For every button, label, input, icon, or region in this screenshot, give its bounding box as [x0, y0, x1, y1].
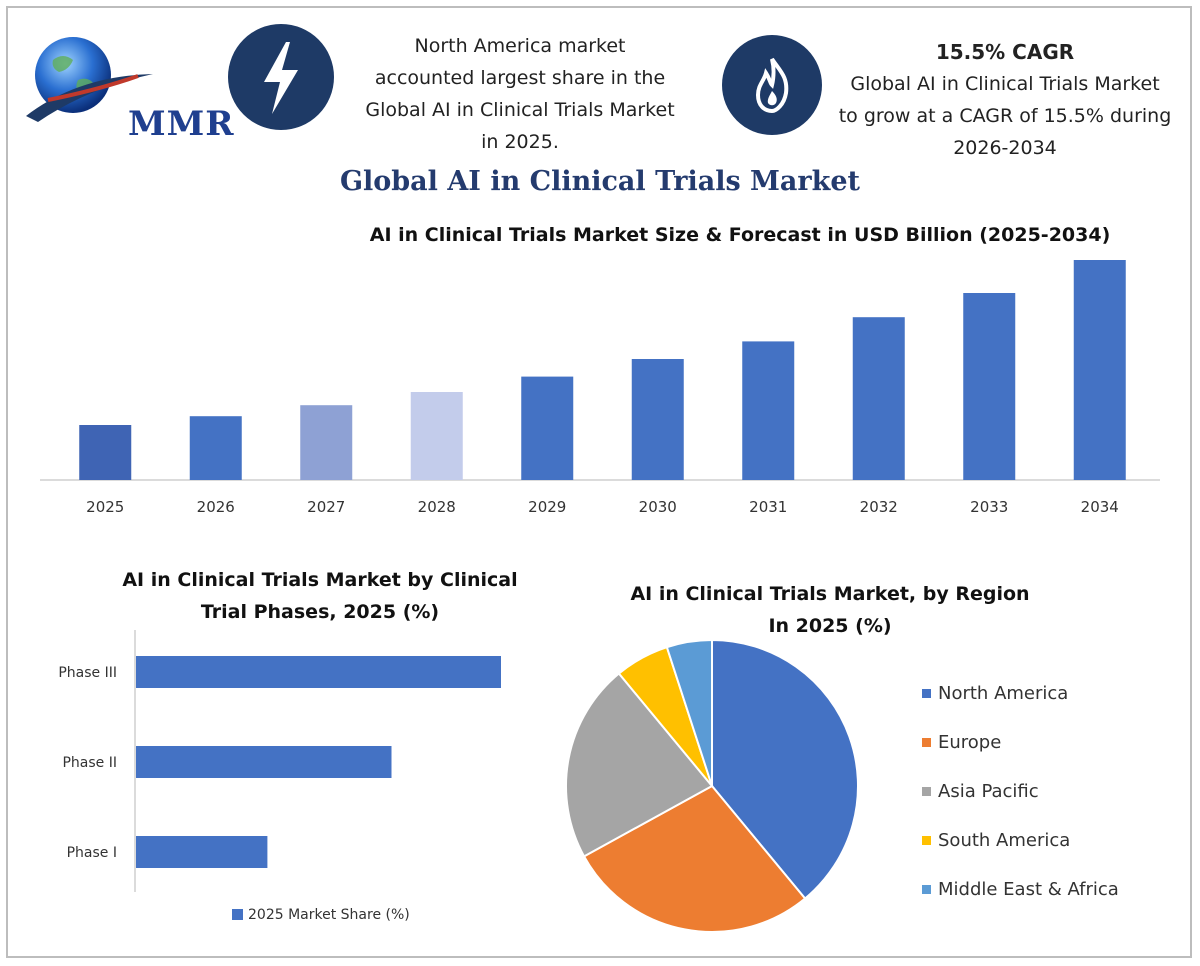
legend-label: 2025 Market Share (%) [248, 907, 410, 923]
legend-label: Europe [938, 732, 1001, 753]
phases-chart-title: AI in Clinical Trials Market by Clinical… [60, 564, 580, 628]
legend-swatch [232, 909, 243, 920]
pie-slice-middle-east-africa [665, 638, 713, 787]
x-tick-label: 2032 [860, 498, 898, 516]
info-line: in 2025. [481, 131, 559, 153]
bar-2031 [742, 341, 795, 480]
bar-2026 [189, 416, 242, 480]
info-line: 2026-2034 [953, 137, 1057, 159]
x-tick-label: 2028 [418, 498, 456, 516]
bar-2028 [410, 392, 463, 480]
region-chart-title: AI in Clinical Trials Market, by Region … [590, 578, 1070, 642]
bar-phase-ii [136, 746, 392, 778]
pie-slice-europe [582, 784, 807, 933]
info-line: to grow at a CAGR of 15.5% during [838, 105, 1172, 127]
bar-2033 [963, 293, 1016, 480]
globe-logo-icon [26, 37, 153, 122]
main-title: Global AI in Clinical Trials Market [339, 166, 861, 197]
legend-label: North America [938, 683, 1068, 704]
logo-text: MMR [128, 104, 235, 144]
y-tick-label: Phase I [67, 845, 117, 861]
bar-phase-iii [136, 656, 501, 688]
region-pie-chart: North America Europe Asia Pacific South Ame… [565, 638, 1119, 933]
lightning-icon [228, 24, 334, 130]
phases-title-line: AI in Clinical Trials Market by Clinical [122, 569, 518, 591]
info-box-regional: North America market accounted largest s… [340, 30, 700, 158]
bar-2025 [79, 425, 132, 480]
x-tick-label: 2033 [970, 498, 1008, 516]
bar-phase-i [136, 836, 268, 868]
info-box-cagr: 15.5% CAGR Global AI in Clinical Trials … [820, 36, 1190, 164]
legend-label: South America [938, 830, 1070, 851]
info-line: North America market [414, 35, 626, 57]
legend-swatch [922, 738, 931, 747]
bar-2034 [1073, 260, 1126, 480]
y-tick-label: Phase III [58, 665, 117, 681]
region-title-line: In 2025 (%) [768, 615, 892, 637]
region-title-line: AI in Clinical Trials Market, by Region [630, 583, 1030, 605]
legend-swatch [922, 787, 931, 796]
bar-2030 [631, 359, 684, 480]
x-tick-label: 2030 [639, 498, 677, 516]
pie-slice-asia-pacific [565, 672, 714, 858]
x-tick-label: 2027 [307, 498, 345, 516]
x-tick-label: 2025 [86, 498, 124, 516]
phases-bar-chart: Phase III Phase II Phase I 2025 Market Shar… [58, 630, 501, 923]
cagr-title: 15.5% CAGR [935, 40, 1075, 64]
x-tick-label: 2034 [1081, 498, 1119, 516]
x-tick-label: 2029 [528, 498, 566, 516]
infographic-frame [6, 6, 1192, 958]
info-line: Global AI in Clinical Trials Market [365, 99, 675, 121]
market-size-chart-title: AI in Clinical Trials Market Size & Fore… [369, 224, 1111, 246]
legend-label: Middle East & Africa [938, 879, 1119, 900]
market-size-bar-chart: 2025 2026 2027 2028 2029 2030 2031 2032 2033 2034 [40, 260, 1160, 516]
phases-title-line: Trial Phases, 2025 (%) [200, 601, 440, 623]
legend-swatch [922, 689, 931, 698]
bar-2029 [521, 376, 574, 480]
bar-2032 [852, 317, 905, 480]
legend-swatch [922, 885, 931, 894]
y-tick-label: Phase II [62, 755, 117, 771]
info-line: Global AI in Clinical Trials Market [850, 73, 1160, 95]
bar-2027 [300, 405, 353, 480]
legend-swatch [922, 836, 931, 845]
flame-icon [722, 35, 822, 135]
pie-slice-north-america [711, 638, 859, 900]
x-tick-label: 2026 [197, 498, 235, 516]
x-tick-label: 2031 [749, 498, 787, 516]
mmr-logo: MMR [18, 30, 234, 144]
legend-label: Asia Pacific [938, 781, 1039, 802]
info-line: accounted largest share in the [374, 67, 666, 89]
